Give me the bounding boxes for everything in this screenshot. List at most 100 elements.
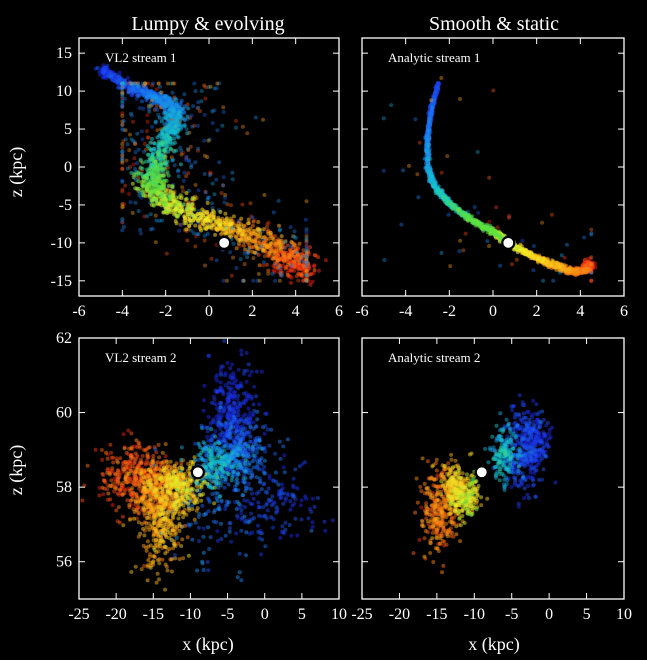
data-point <box>274 510 279 515</box>
data-point <box>295 533 300 538</box>
data-point <box>450 202 455 207</box>
data-point <box>279 238 284 243</box>
data-point <box>214 177 219 182</box>
data-point <box>212 108 217 113</box>
data-point <box>163 115 168 120</box>
data-point <box>264 502 269 507</box>
data-point <box>126 428 131 433</box>
data-point <box>224 426 229 430</box>
data-point <box>219 232 224 237</box>
data-point <box>164 205 169 210</box>
data-point <box>179 123 184 128</box>
data-point <box>258 227 263 232</box>
data-point <box>167 122 172 127</box>
data-point <box>168 130 173 135</box>
data-point <box>164 130 169 134</box>
data-point <box>251 402 256 407</box>
data-point <box>424 149 429 154</box>
data-point <box>212 86 217 91</box>
data-point <box>161 210 166 215</box>
data-point <box>262 227 266 232</box>
data-point <box>242 239 247 244</box>
data-point <box>251 278 256 283</box>
data-point <box>120 113 125 118</box>
data-point <box>234 531 239 536</box>
data-point <box>120 166 125 171</box>
data-point <box>428 178 433 183</box>
data-point <box>128 81 133 86</box>
data-point <box>192 215 197 220</box>
data-point <box>304 255 309 260</box>
data-point <box>297 241 302 246</box>
data-point <box>381 168 386 173</box>
data-point <box>131 139 136 144</box>
data-point <box>277 266 282 270</box>
data-point <box>105 467 110 472</box>
data-point <box>201 408 206 413</box>
data-point <box>256 529 261 534</box>
data-point <box>120 119 125 124</box>
data-point <box>439 170 444 175</box>
data-point <box>291 234 295 239</box>
data-point <box>306 261 311 266</box>
data-point <box>82 483 87 488</box>
data-point <box>280 273 284 278</box>
data-point <box>112 72 117 77</box>
data-point <box>170 158 175 163</box>
xlabel-right: x (kpc) <box>468 634 519 655</box>
data-point <box>102 68 107 73</box>
data-point <box>122 81 127 86</box>
x-tick-label: -4 <box>116 303 129 320</box>
data-point <box>144 147 148 152</box>
data-point <box>143 180 147 184</box>
data-point <box>166 173 171 178</box>
data-point <box>127 192 131 196</box>
data-point <box>120 81 125 86</box>
data-point <box>461 248 466 253</box>
data-point <box>304 227 309 232</box>
data-point <box>133 150 138 155</box>
data-point <box>439 251 444 255</box>
data-point <box>205 429 210 434</box>
row2-ylabel: z (kpc) <box>6 445 27 495</box>
data-point <box>154 87 159 92</box>
data-point <box>243 247 248 252</box>
data-point <box>475 219 480 224</box>
data-point <box>206 85 211 90</box>
data-point <box>120 122 125 127</box>
data-point <box>510 262 514 267</box>
data-point <box>120 103 125 108</box>
data-point <box>283 245 288 250</box>
data-point <box>189 221 194 225</box>
data-point <box>304 234 309 238</box>
data-point <box>199 89 204 93</box>
data-point <box>296 245 301 250</box>
data-point <box>218 209 223 214</box>
data-point <box>192 197 197 201</box>
data-point <box>258 231 263 236</box>
data-point <box>251 496 256 501</box>
data-point <box>575 266 580 271</box>
data-point <box>271 210 276 215</box>
data-point <box>589 271 594 275</box>
data-point <box>168 197 173 202</box>
data-point <box>140 182 145 187</box>
data-point <box>554 260 559 265</box>
data-point <box>181 202 186 207</box>
data-point <box>272 500 277 505</box>
data-point <box>255 245 260 250</box>
data-point <box>224 226 229 231</box>
data-point <box>278 263 282 268</box>
data-point <box>214 402 219 407</box>
data-point <box>254 394 259 399</box>
data-point <box>240 124 245 129</box>
data-point <box>298 503 303 508</box>
data-point <box>142 149 146 154</box>
data-point <box>120 81 125 86</box>
data-point <box>304 278 309 283</box>
data-point <box>212 217 217 222</box>
data-point <box>179 148 184 153</box>
data-point <box>120 81 125 86</box>
data-point <box>279 488 284 493</box>
data-point <box>225 360 230 365</box>
